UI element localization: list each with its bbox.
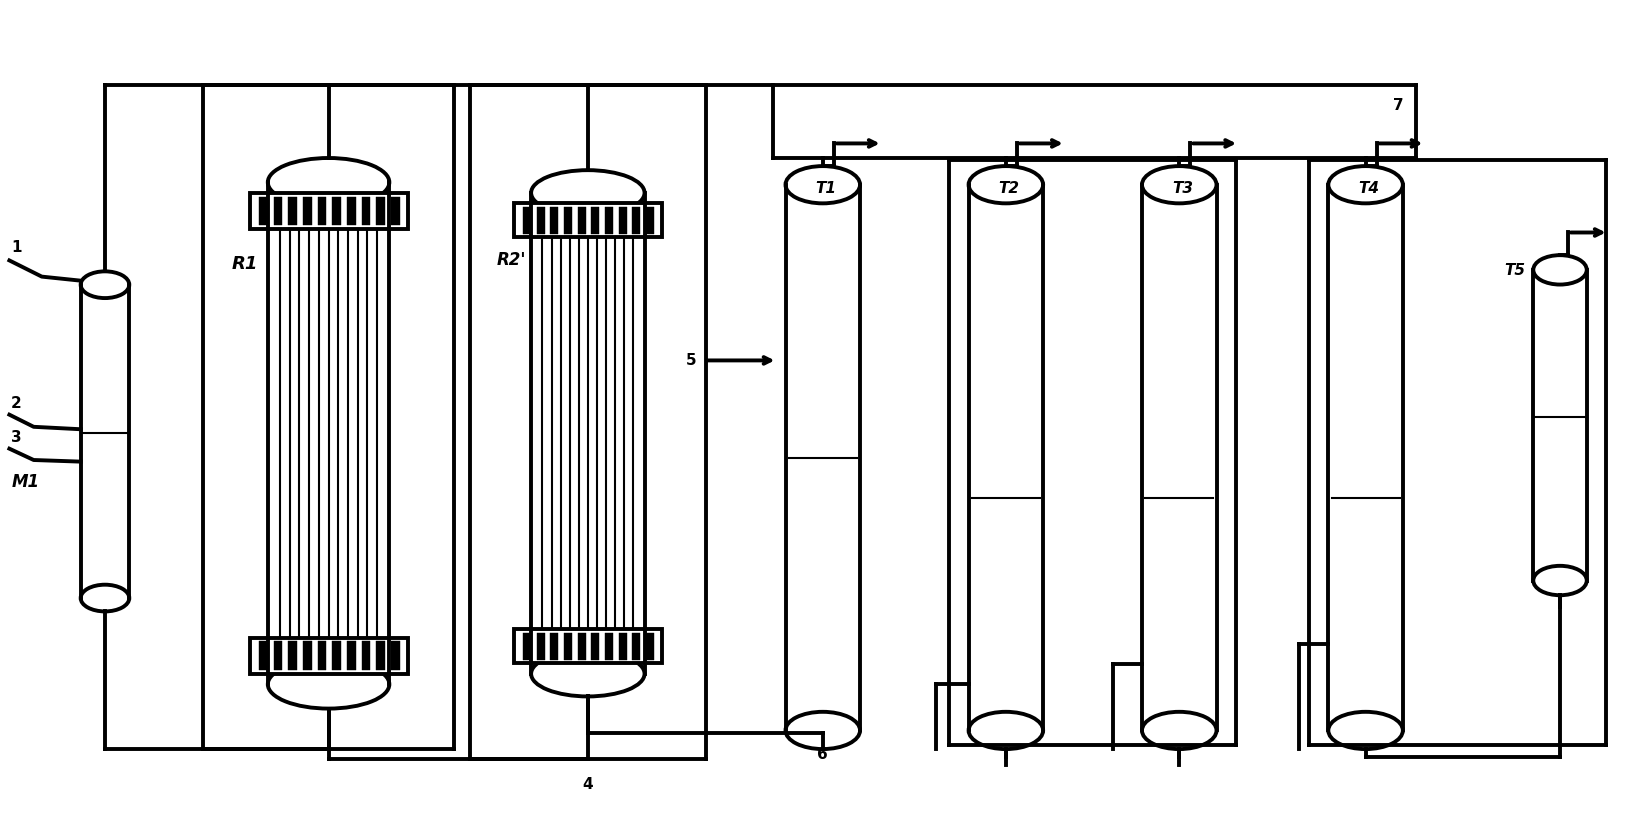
Polygon shape	[391, 196, 399, 225]
Polygon shape	[376, 641, 384, 670]
Polygon shape	[591, 206, 599, 234]
Polygon shape	[591, 632, 599, 660]
Polygon shape	[376, 196, 384, 225]
Polygon shape	[259, 196, 267, 225]
Polygon shape	[318, 641, 326, 670]
Polygon shape	[578, 206, 586, 234]
Polygon shape	[604, 632, 613, 660]
Polygon shape	[551, 632, 559, 660]
Polygon shape	[564, 206, 572, 234]
Text: T2: T2	[999, 181, 1020, 196]
Text: M1: M1	[11, 473, 41, 491]
Polygon shape	[564, 632, 572, 660]
Polygon shape	[288, 641, 296, 670]
Polygon shape	[515, 203, 661, 237]
Polygon shape	[645, 206, 655, 234]
Polygon shape	[645, 632, 655, 660]
Text: T1: T1	[816, 181, 836, 196]
Text: T4: T4	[1359, 181, 1380, 196]
Polygon shape	[362, 641, 370, 670]
Polygon shape	[347, 196, 355, 225]
Text: T5: T5	[1504, 263, 1525, 278]
Polygon shape	[551, 206, 559, 234]
Polygon shape	[259, 641, 267, 670]
Polygon shape	[536, 632, 544, 660]
Polygon shape	[303, 196, 311, 225]
Polygon shape	[249, 193, 407, 229]
Text: 5: 5	[686, 353, 696, 368]
Polygon shape	[515, 629, 661, 663]
Polygon shape	[619, 206, 627, 234]
Text: 4: 4	[583, 776, 593, 792]
Polygon shape	[391, 641, 399, 670]
Polygon shape	[303, 641, 311, 670]
Polygon shape	[274, 641, 282, 670]
Text: R1: R1	[231, 255, 257, 273]
Polygon shape	[619, 632, 627, 660]
Text: 2: 2	[11, 396, 21, 411]
Polygon shape	[632, 206, 640, 234]
Polygon shape	[523, 632, 531, 660]
Polygon shape	[523, 206, 531, 234]
Text: 1: 1	[11, 240, 21, 254]
Text: R2': R2'	[497, 251, 526, 269]
Text: 6: 6	[818, 748, 828, 762]
Polygon shape	[604, 206, 613, 234]
Polygon shape	[347, 641, 355, 670]
Polygon shape	[318, 196, 326, 225]
Polygon shape	[536, 206, 544, 234]
Polygon shape	[249, 638, 407, 673]
Polygon shape	[332, 641, 340, 670]
Polygon shape	[578, 632, 586, 660]
Polygon shape	[274, 196, 282, 225]
Polygon shape	[332, 196, 340, 225]
Polygon shape	[362, 196, 370, 225]
Text: 3: 3	[11, 430, 21, 446]
Text: 7: 7	[1393, 98, 1404, 114]
Polygon shape	[288, 196, 296, 225]
Polygon shape	[632, 632, 640, 660]
Text: T3: T3	[1171, 181, 1192, 196]
